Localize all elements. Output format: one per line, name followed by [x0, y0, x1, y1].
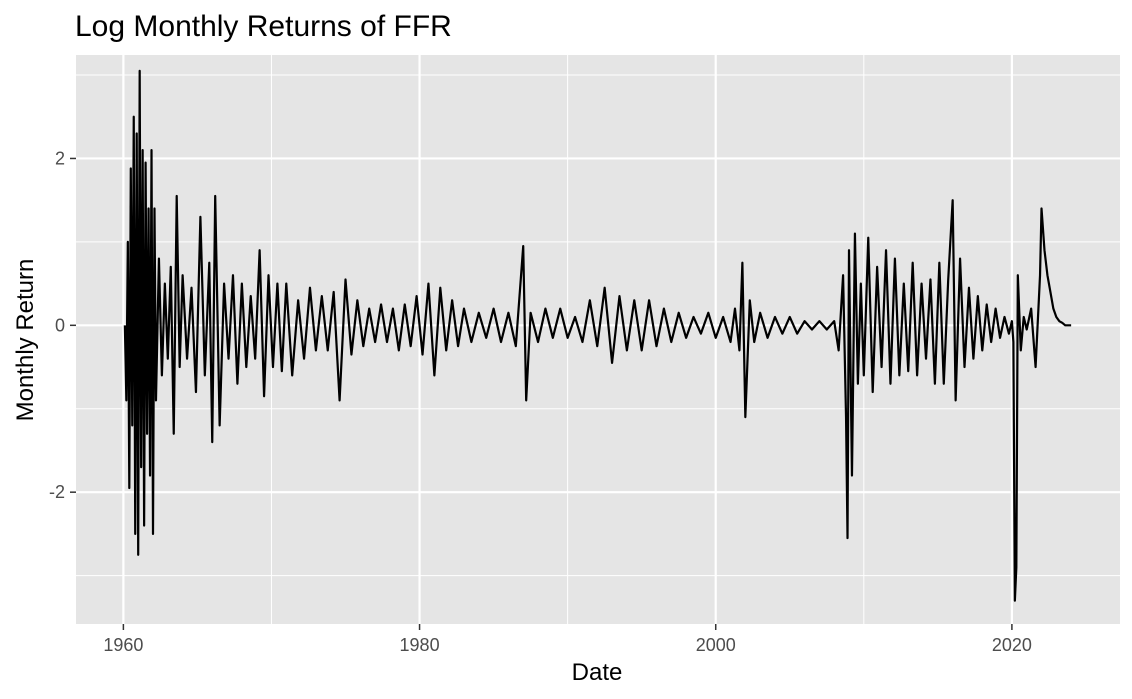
grid-minor	[76, 55, 1120, 624]
y-tick-label: -2	[49, 482, 65, 502]
series-layer	[123, 69, 1072, 602]
grid-major	[76, 55, 1120, 624]
y-tick-label: 2	[55, 148, 65, 168]
chart-title: Log Monthly Returns of FFR	[75, 10, 452, 43]
x-tick-label: 1960	[103, 635, 143, 655]
x-tick-label: 2020	[992, 635, 1032, 655]
x-tick-label: 1980	[400, 635, 440, 655]
x-axis: 1960 1980 2000 2020	[103, 624, 1032, 655]
x-axis-title: Date	[572, 659, 623, 686]
y-tick-label: 0	[55, 315, 65, 335]
y-axis-title: Monthly Return	[12, 259, 39, 422]
series-line-0	[123, 69, 1072, 602]
x-tick-label: 2000	[696, 635, 736, 655]
y-axis: -2 0 2	[49, 148, 76, 502]
